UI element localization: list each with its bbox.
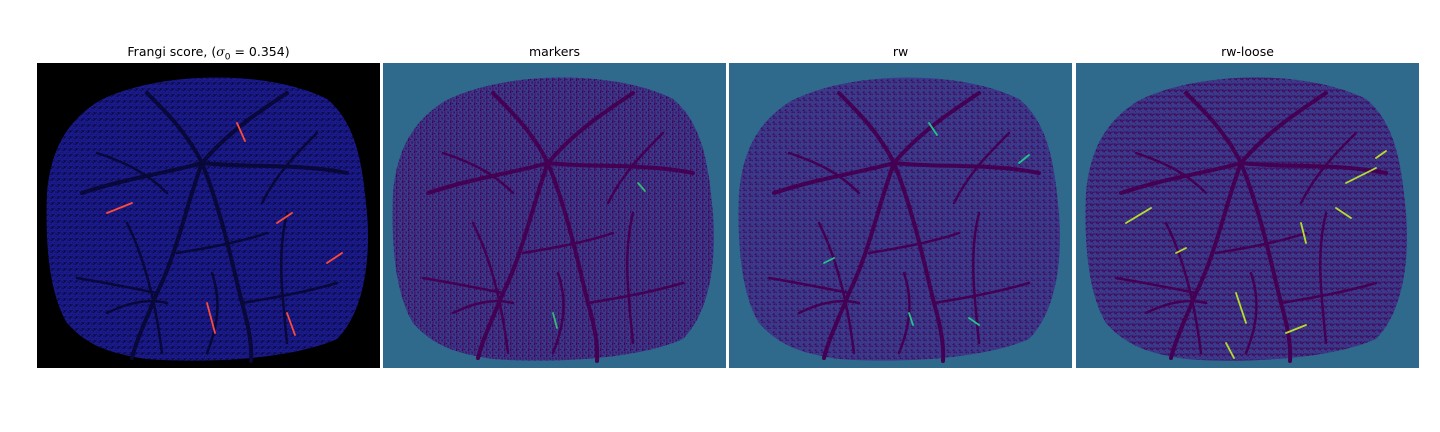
vessel [1164, 221, 1203, 355]
vessel [491, 91, 550, 165]
vessel [145, 91, 204, 165]
vessel [892, 161, 1041, 175]
highlight-segment [1285, 324, 1307, 334]
vessel [205, 271, 219, 355]
highlight-segment [286, 312, 296, 336]
vessel-network [421, 91, 695, 363]
vessel [822, 161, 896, 360]
vessel [125, 221, 164, 355]
vessel [1144, 299, 1208, 315]
vessel [521, 231, 615, 255]
highlight-segment [637, 182, 646, 192]
vessel [971, 211, 981, 345]
vessel [546, 161, 695, 175]
highlight-segment [1175, 247, 1187, 254]
vessel [175, 231, 269, 255]
vessel [1184, 91, 1243, 165]
vessel [767, 276, 851, 295]
vessel [892, 161, 946, 363]
vessel [817, 221, 856, 355]
highlight-segment [908, 312, 914, 326]
highlight-segment [1125, 207, 1152, 224]
vessel [546, 91, 635, 165]
vessel-network [767, 91, 1041, 363]
retina-texture [46, 77, 368, 361]
vessel [586, 281, 685, 305]
vessel [837, 91, 896, 165]
vessel [95, 151, 169, 195]
vessel [279, 211, 289, 345]
vessel [260, 131, 319, 205]
vessel [75, 276, 159, 295]
highlight-segments [1125, 150, 1387, 359]
vessel [1169, 161, 1243, 360]
highlight-segment [276, 212, 293, 224]
vessel [952, 131, 1011, 205]
vessel [451, 299, 515, 315]
highlight-segment [1375, 150, 1387, 159]
vessel [867, 231, 961, 255]
vessel [1244, 271, 1258, 355]
frangi-score-title: Frangi score, (σ0 = 0.354) [127, 44, 290, 63]
highlight-segment [823, 257, 835, 264]
highlight-segment [968, 317, 980, 326]
highlight-segment [236, 122, 246, 142]
vessel [1134, 151, 1208, 195]
vessel [892, 91, 981, 165]
vessel [240, 281, 339, 305]
retina-texture [738, 77, 1060, 361]
vessel [1114, 276, 1198, 295]
highlight-segment [1225, 342, 1235, 359]
vessel [606, 131, 665, 205]
markers-image [383, 63, 726, 368]
vessel [471, 221, 510, 355]
highlight-segments [823, 122, 1030, 326]
vessel-network [1114, 91, 1388, 363]
vessel [1239, 161, 1388, 175]
highlight-segment [552, 312, 558, 329]
vessel-network [75, 91, 349, 363]
highlight-segment [1300, 222, 1307, 244]
rw-image [729, 63, 1072, 368]
vessel [200, 161, 254, 363]
rw-loose-title: rw-loose [1221, 44, 1274, 59]
vessel [200, 161, 349, 175]
highlight-segment [1345, 167, 1377, 184]
frangi-score-image [37, 63, 380, 368]
vessel [476, 161, 550, 360]
vessel [1279, 281, 1378, 305]
highlight-segment [326, 252, 343, 264]
vessel [130, 161, 204, 360]
vessel [1214, 231, 1308, 255]
vessel [546, 161, 600, 363]
vessel [932, 281, 1031, 305]
rw-title: rw [892, 44, 909, 59]
highlight-segments [552, 182, 646, 329]
vessel [1239, 91, 1328, 165]
highlight-segment [1018, 154, 1030, 164]
highlight-segment [106, 202, 133, 214]
vessel [1318, 211, 1328, 345]
vessel [551, 271, 565, 355]
highlight-segment [206, 302, 216, 334]
vessel [200, 91, 289, 165]
vessel [421, 276, 505, 295]
vessel [1299, 131, 1358, 205]
highlight-segment [1235, 292, 1247, 324]
markers-title: markers [528, 44, 581, 59]
vessel [105, 299, 169, 315]
vessel [625, 211, 635, 345]
highlight-segments [106, 122, 343, 336]
retina-texture [1085, 77, 1407, 361]
retina-texture [392, 77, 714, 361]
rw-loose-image [1076, 63, 1419, 368]
vessel [787, 151, 861, 195]
vessel [797, 299, 861, 315]
vessel [441, 151, 515, 195]
highlight-segment [928, 122, 938, 136]
vessel [1239, 161, 1293, 363]
highlight-segment [1335, 207, 1352, 219]
